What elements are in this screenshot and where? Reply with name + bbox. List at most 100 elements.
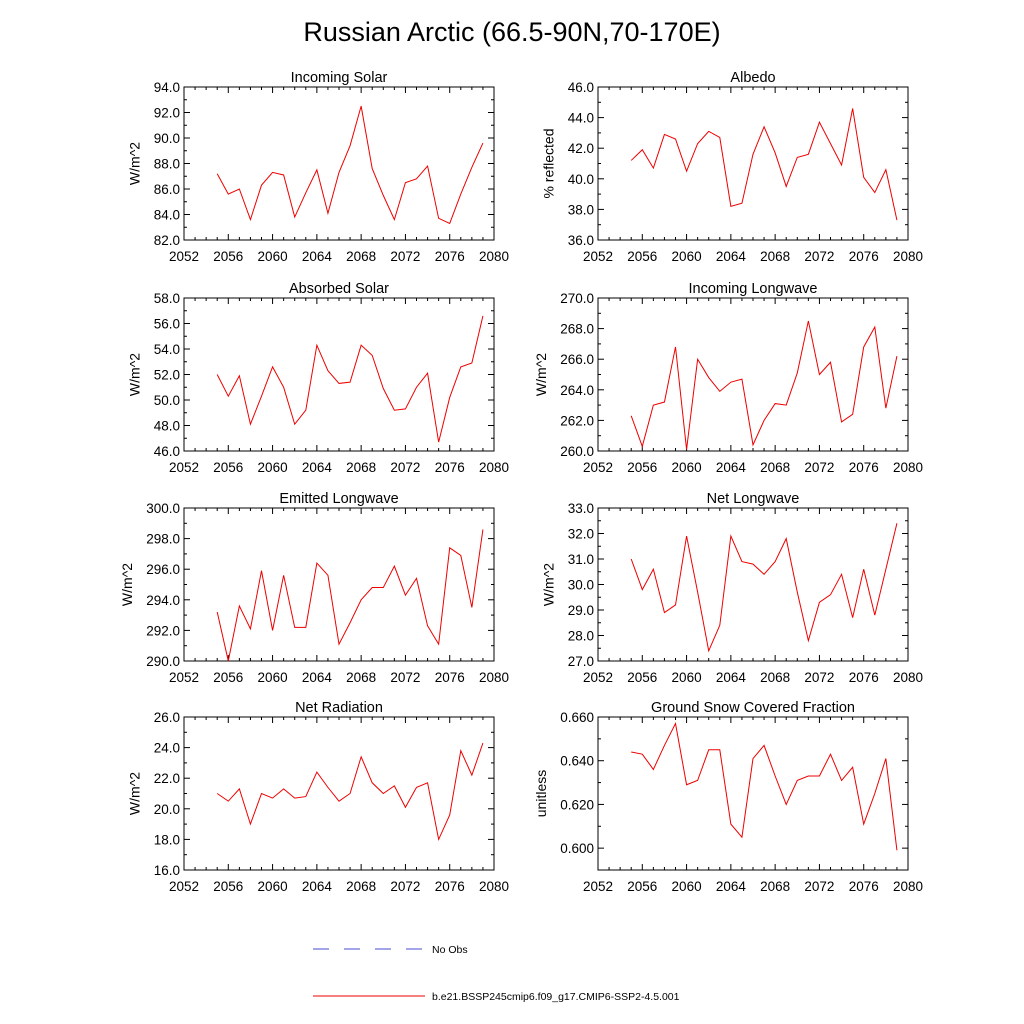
x-tick-label: 2060 [258,460,288,475]
y-tick-label: 30.0 [568,578,594,593]
y-tick-label: 26.0 [154,710,180,725]
y-axis-label: W/m^2 [127,142,143,185]
y-tick-label: 92.0 [154,106,180,121]
x-tick-label: 2064 [302,249,333,264]
y-axis-label: unitless [533,770,549,817]
y-tick-label: 88.0 [154,157,180,172]
y-tick-label: 260.0 [560,444,594,459]
x-tick-label: 2080 [479,670,509,685]
panel-title: Net Radiation [295,700,383,716]
y-tick-label: 82.0 [154,233,180,248]
x-tick-label: 2080 [479,460,509,475]
y-axis-label: W/m^2 [119,563,135,606]
x-tick-label: 2068 [346,879,376,894]
y-tick-label: 22.0 [154,771,180,786]
x-tick-label: 2076 [435,670,465,685]
x-tick-label: 2064 [302,670,333,685]
figure-title: Russian Arctic (66.5-90N,70-170E) [303,17,720,47]
panel-title: Incoming Solar [291,70,388,86]
x-tick-label: 2076 [435,879,465,894]
x-tick-label: 2052 [169,249,199,264]
x-tick-label: 2056 [213,460,243,475]
panel-title: Net Longwave [707,491,800,507]
y-tick-label: 46.0 [154,444,180,459]
panel-title: Incoming Longwave [689,281,818,297]
x-tick-label: 2068 [346,460,376,475]
x-tick-label: 2060 [672,670,702,685]
x-tick-label: 2052 [169,670,199,685]
panel-title: Absorbed Solar [289,281,389,297]
y-tick-label: 294.0 [146,593,180,608]
y-tick-label: 0.660 [560,710,594,725]
legend-label: b.e21.BSSP245cmip6.f09_g17.CMIP6-SSP2-4.… [432,991,680,1003]
x-tick-label: 2060 [258,879,288,894]
y-tick-label: 50.0 [154,393,180,408]
x-tick-label: 2076 [849,460,879,475]
x-tick-label: 2056 [213,670,243,685]
y-axis-label: W/m^2 [533,353,549,396]
x-tick-label: 2076 [849,670,879,685]
x-tick-label: 2072 [804,879,834,894]
x-tick-label: 2064 [716,460,747,475]
x-tick-label: 2060 [258,670,288,685]
x-tick-label: 2052 [169,879,199,894]
series-line [630,320,898,450]
y-tick-label: 262.0 [560,413,594,428]
x-tick-label: 2080 [479,879,509,894]
plot-frame [183,297,495,452]
legend-item-0: No Obs [313,944,468,956]
y-axis-label: % reflected [541,128,557,198]
y-tick-label: 0.600 [560,841,594,856]
x-tick-label: 2064 [716,249,747,264]
y-tick-label: 32.0 [568,527,594,542]
x-tick-label: 2080 [893,879,923,894]
panel-5: Net Longwave 2052 2056 2060 2064 2068 2072 2076… [541,491,923,685]
plot-frame [183,86,495,241]
x-tick-label: 2052 [169,460,199,475]
y-tick-label: 300.0 [146,501,180,516]
x-tick-label: 2080 [893,249,923,264]
x-tick-label: 2056 [627,460,657,475]
y-tick-label: 86.0 [154,182,180,197]
series-line [216,529,484,662]
series-line [631,722,898,851]
y-tick-label: 20.0 [154,802,180,817]
x-tick-label: 2072 [390,670,420,685]
x-tick-label: 2064 [302,460,333,475]
x-tick-label: 2064 [716,879,747,894]
y-axis-label: W/m^2 [541,563,557,606]
x-tick-label: 2056 [213,879,243,894]
series-line [216,315,484,443]
y-tick-label: 36.0 [568,233,594,248]
x-tick-label: 2076 [849,879,879,894]
x-tick-label: 2068 [346,249,376,264]
panel-title: Albedo [730,70,775,86]
y-tick-label: 0.620 [560,797,594,812]
legend: No Obs b.e21.BSSP245cmip6.f09_g17.CMIP6-S… [313,944,680,1003]
series-line [216,742,484,842]
x-tick-label: 2068 [760,460,790,475]
plot-frame [183,716,495,871]
y-tick-label: 27.0 [568,654,594,669]
x-tick-label: 2064 [716,670,747,685]
x-tick-label: 2052 [583,879,613,894]
x-tick-label: 2080 [893,670,923,685]
y-tick-label: 0.640 [560,754,594,769]
y-tick-label: 270.0 [560,291,594,306]
panel-6: Net Radiation 2052 2056 2060 2064 2068 2072 207… [127,700,509,894]
y-tick-label: 90.0 [154,131,180,146]
panel-0: Incoming Solar 2052 2056 2060 2064 2068 2072 20… [127,70,509,264]
y-tick-label: 296.0 [146,562,180,577]
y-tick-label: 40.0 [568,172,594,187]
y-tick-label: 16.0 [154,863,180,878]
panels: Incoming Solar 2052 2056 2060 2064 2068 2072 20… [119,70,923,894]
y-tick-label: 56.0 [154,317,180,332]
x-tick-label: 2068 [346,670,376,685]
x-tick-label: 2068 [760,879,790,894]
x-tick-label: 2052 [583,460,613,475]
x-tick-label: 2068 [760,670,790,685]
plot-frame [183,507,495,662]
y-tick-label: 29.0 [568,603,594,618]
x-tick-label: 2072 [390,460,420,475]
y-tick-label: 46.0 [568,80,594,95]
